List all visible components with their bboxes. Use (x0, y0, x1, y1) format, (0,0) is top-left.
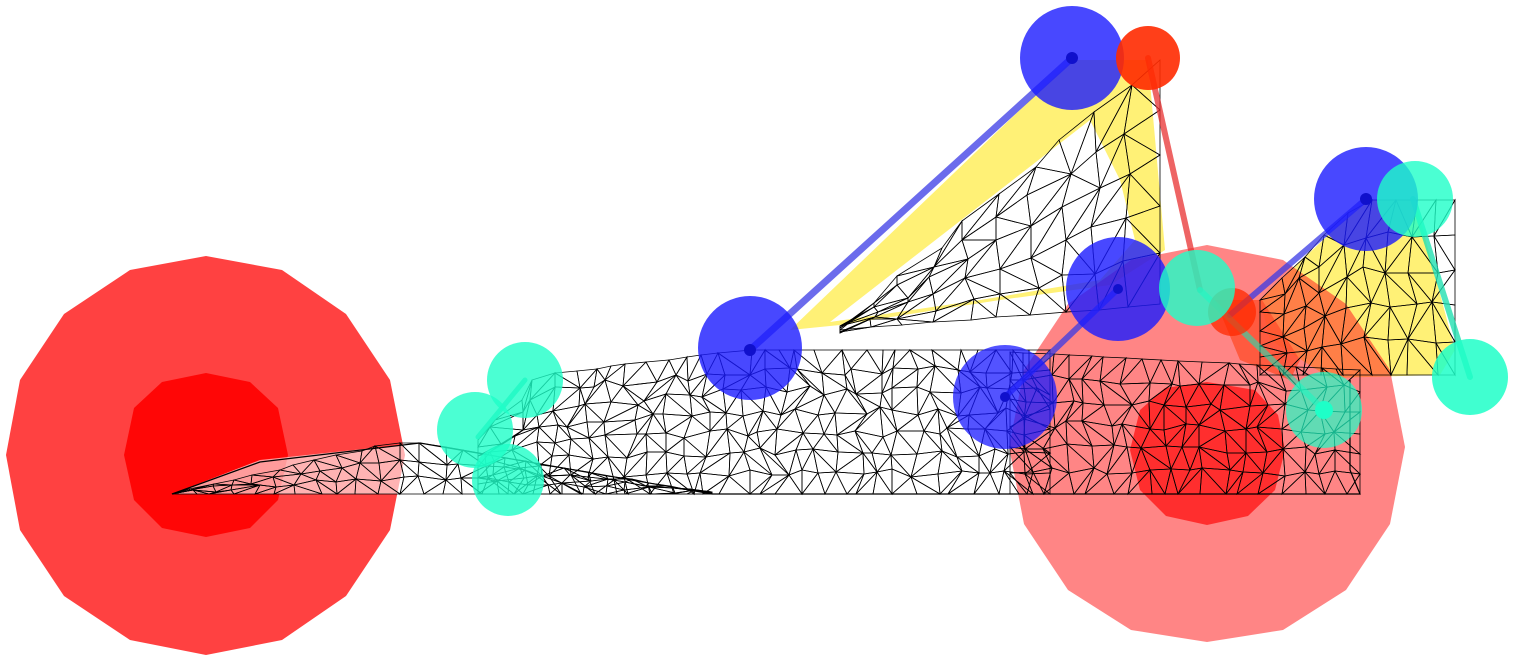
member-blue-long (746, 54, 1076, 354)
joint-cyan-mid (1159, 250, 1235, 326)
mesh-triangle (191, 489, 210, 495)
mesh-triangle (839, 326, 872, 333)
mesh-triangle (613, 478, 629, 495)
mesh-triangle (377, 480, 402, 495)
joint-cyan-rear-top (1377, 161, 1453, 237)
joint-blue-mid-core (1113, 284, 1123, 294)
mesh-triangle (354, 478, 380, 495)
joint-red-top (1116, 26, 1180, 90)
joint-blue-low-core (1000, 392, 1010, 402)
mesh-triangle (442, 479, 464, 495)
upper-gusset-hole (830, 120, 1135, 322)
mesh-triangle (1340, 342, 1373, 376)
mesh-triangle (970, 298, 997, 321)
mesh-triangle (623, 476, 652, 495)
joint-cyan-front-upper (487, 342, 563, 418)
front-wheel-hub (124, 373, 288, 537)
joint-cyan-front-lower (472, 444, 544, 516)
joints (437, 6, 1508, 516)
front-wheel (6, 256, 405, 655)
mesh-triangle (315, 478, 339, 495)
mesh-triangle (460, 477, 484, 495)
mesh-triangle (666, 471, 696, 495)
chassis-outline (171, 380, 1361, 495)
mesh-triangle (870, 318, 903, 328)
mesh-triangle (1363, 336, 1392, 376)
joint-blue-top-core (1066, 52, 1078, 64)
joint-blue-cockpit-core (744, 344, 756, 356)
joint-cyan-axle-core (1315, 401, 1333, 419)
mesh-triangle (896, 318, 934, 326)
joint-cyan-rear-low (1432, 339, 1508, 415)
mesh-triangle (1406, 337, 1439, 376)
mesh-triangle (570, 474, 597, 495)
joint-blue-rear-core (1360, 193, 1372, 205)
mesh-triangle (995, 293, 1032, 318)
mesh-triangle (293, 484, 323, 495)
mesh-triangle (548, 475, 583, 495)
mesh-triangle (1029, 287, 1067, 316)
